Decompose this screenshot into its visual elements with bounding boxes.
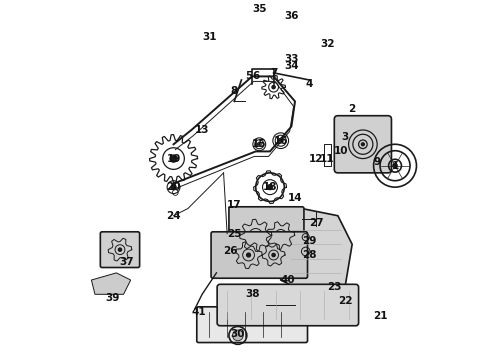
Text: 2: 2 (348, 104, 356, 113)
Circle shape (268, 185, 272, 190)
Circle shape (232, 330, 243, 341)
Text: 6: 6 (252, 71, 259, 81)
Text: 35: 35 (252, 4, 267, 14)
Circle shape (258, 305, 261, 309)
Text: 7: 7 (270, 68, 277, 78)
Circle shape (280, 140, 282, 141)
Text: 37: 37 (120, 257, 134, 267)
Circle shape (253, 233, 258, 238)
Circle shape (272, 86, 275, 89)
Text: 10: 10 (334, 147, 349, 157)
Circle shape (279, 233, 283, 237)
Text: 8: 8 (231, 86, 238, 96)
Text: 19: 19 (167, 154, 181, 163)
Circle shape (362, 143, 364, 146)
Text: 41: 41 (191, 307, 206, 317)
Text: 22: 22 (338, 296, 352, 306)
FancyBboxPatch shape (229, 207, 304, 264)
Circle shape (171, 185, 176, 190)
Text: 38: 38 (245, 289, 259, 299)
Text: 4: 4 (306, 78, 313, 89)
Text: 34: 34 (284, 61, 299, 71)
FancyBboxPatch shape (211, 232, 308, 278)
Text: 16: 16 (273, 136, 288, 146)
Text: 15: 15 (252, 139, 267, 149)
Text: 9: 9 (373, 157, 381, 167)
Text: 29: 29 (302, 236, 317, 246)
Text: 33: 33 (284, 54, 299, 64)
FancyBboxPatch shape (334, 116, 392, 173)
FancyBboxPatch shape (217, 284, 359, 326)
Text: 39: 39 (106, 293, 120, 303)
FancyBboxPatch shape (197, 307, 308, 342)
Text: 21: 21 (373, 311, 388, 321)
Text: 5: 5 (245, 71, 252, 81)
FancyBboxPatch shape (100, 232, 140, 267)
Text: 20: 20 (166, 182, 181, 192)
Text: 36: 36 (284, 11, 299, 21)
Text: 40: 40 (281, 275, 295, 285)
Text: 17: 17 (227, 200, 242, 210)
Text: 18: 18 (263, 182, 277, 192)
Text: 26: 26 (223, 247, 238, 256)
Circle shape (259, 144, 260, 145)
Text: 32: 32 (320, 39, 334, 49)
Text: 1: 1 (392, 161, 399, 171)
Text: 14: 14 (288, 193, 302, 203)
Text: 25: 25 (227, 229, 242, 239)
Polygon shape (281, 208, 352, 294)
Circle shape (272, 253, 275, 257)
Text: 30: 30 (231, 329, 245, 339)
Text: 11: 11 (320, 154, 334, 163)
Circle shape (119, 248, 122, 251)
Text: 28: 28 (302, 250, 317, 260)
Text: 12: 12 (309, 154, 324, 163)
Text: 24: 24 (166, 211, 181, 221)
Polygon shape (92, 273, 131, 294)
Circle shape (246, 253, 250, 257)
Text: 23: 23 (327, 282, 342, 292)
Text: 31: 31 (202, 32, 217, 42)
Circle shape (393, 163, 397, 168)
Text: 27: 27 (309, 218, 324, 228)
Text: 3: 3 (342, 132, 349, 142)
Circle shape (170, 155, 177, 162)
Text: 13: 13 (195, 125, 209, 135)
